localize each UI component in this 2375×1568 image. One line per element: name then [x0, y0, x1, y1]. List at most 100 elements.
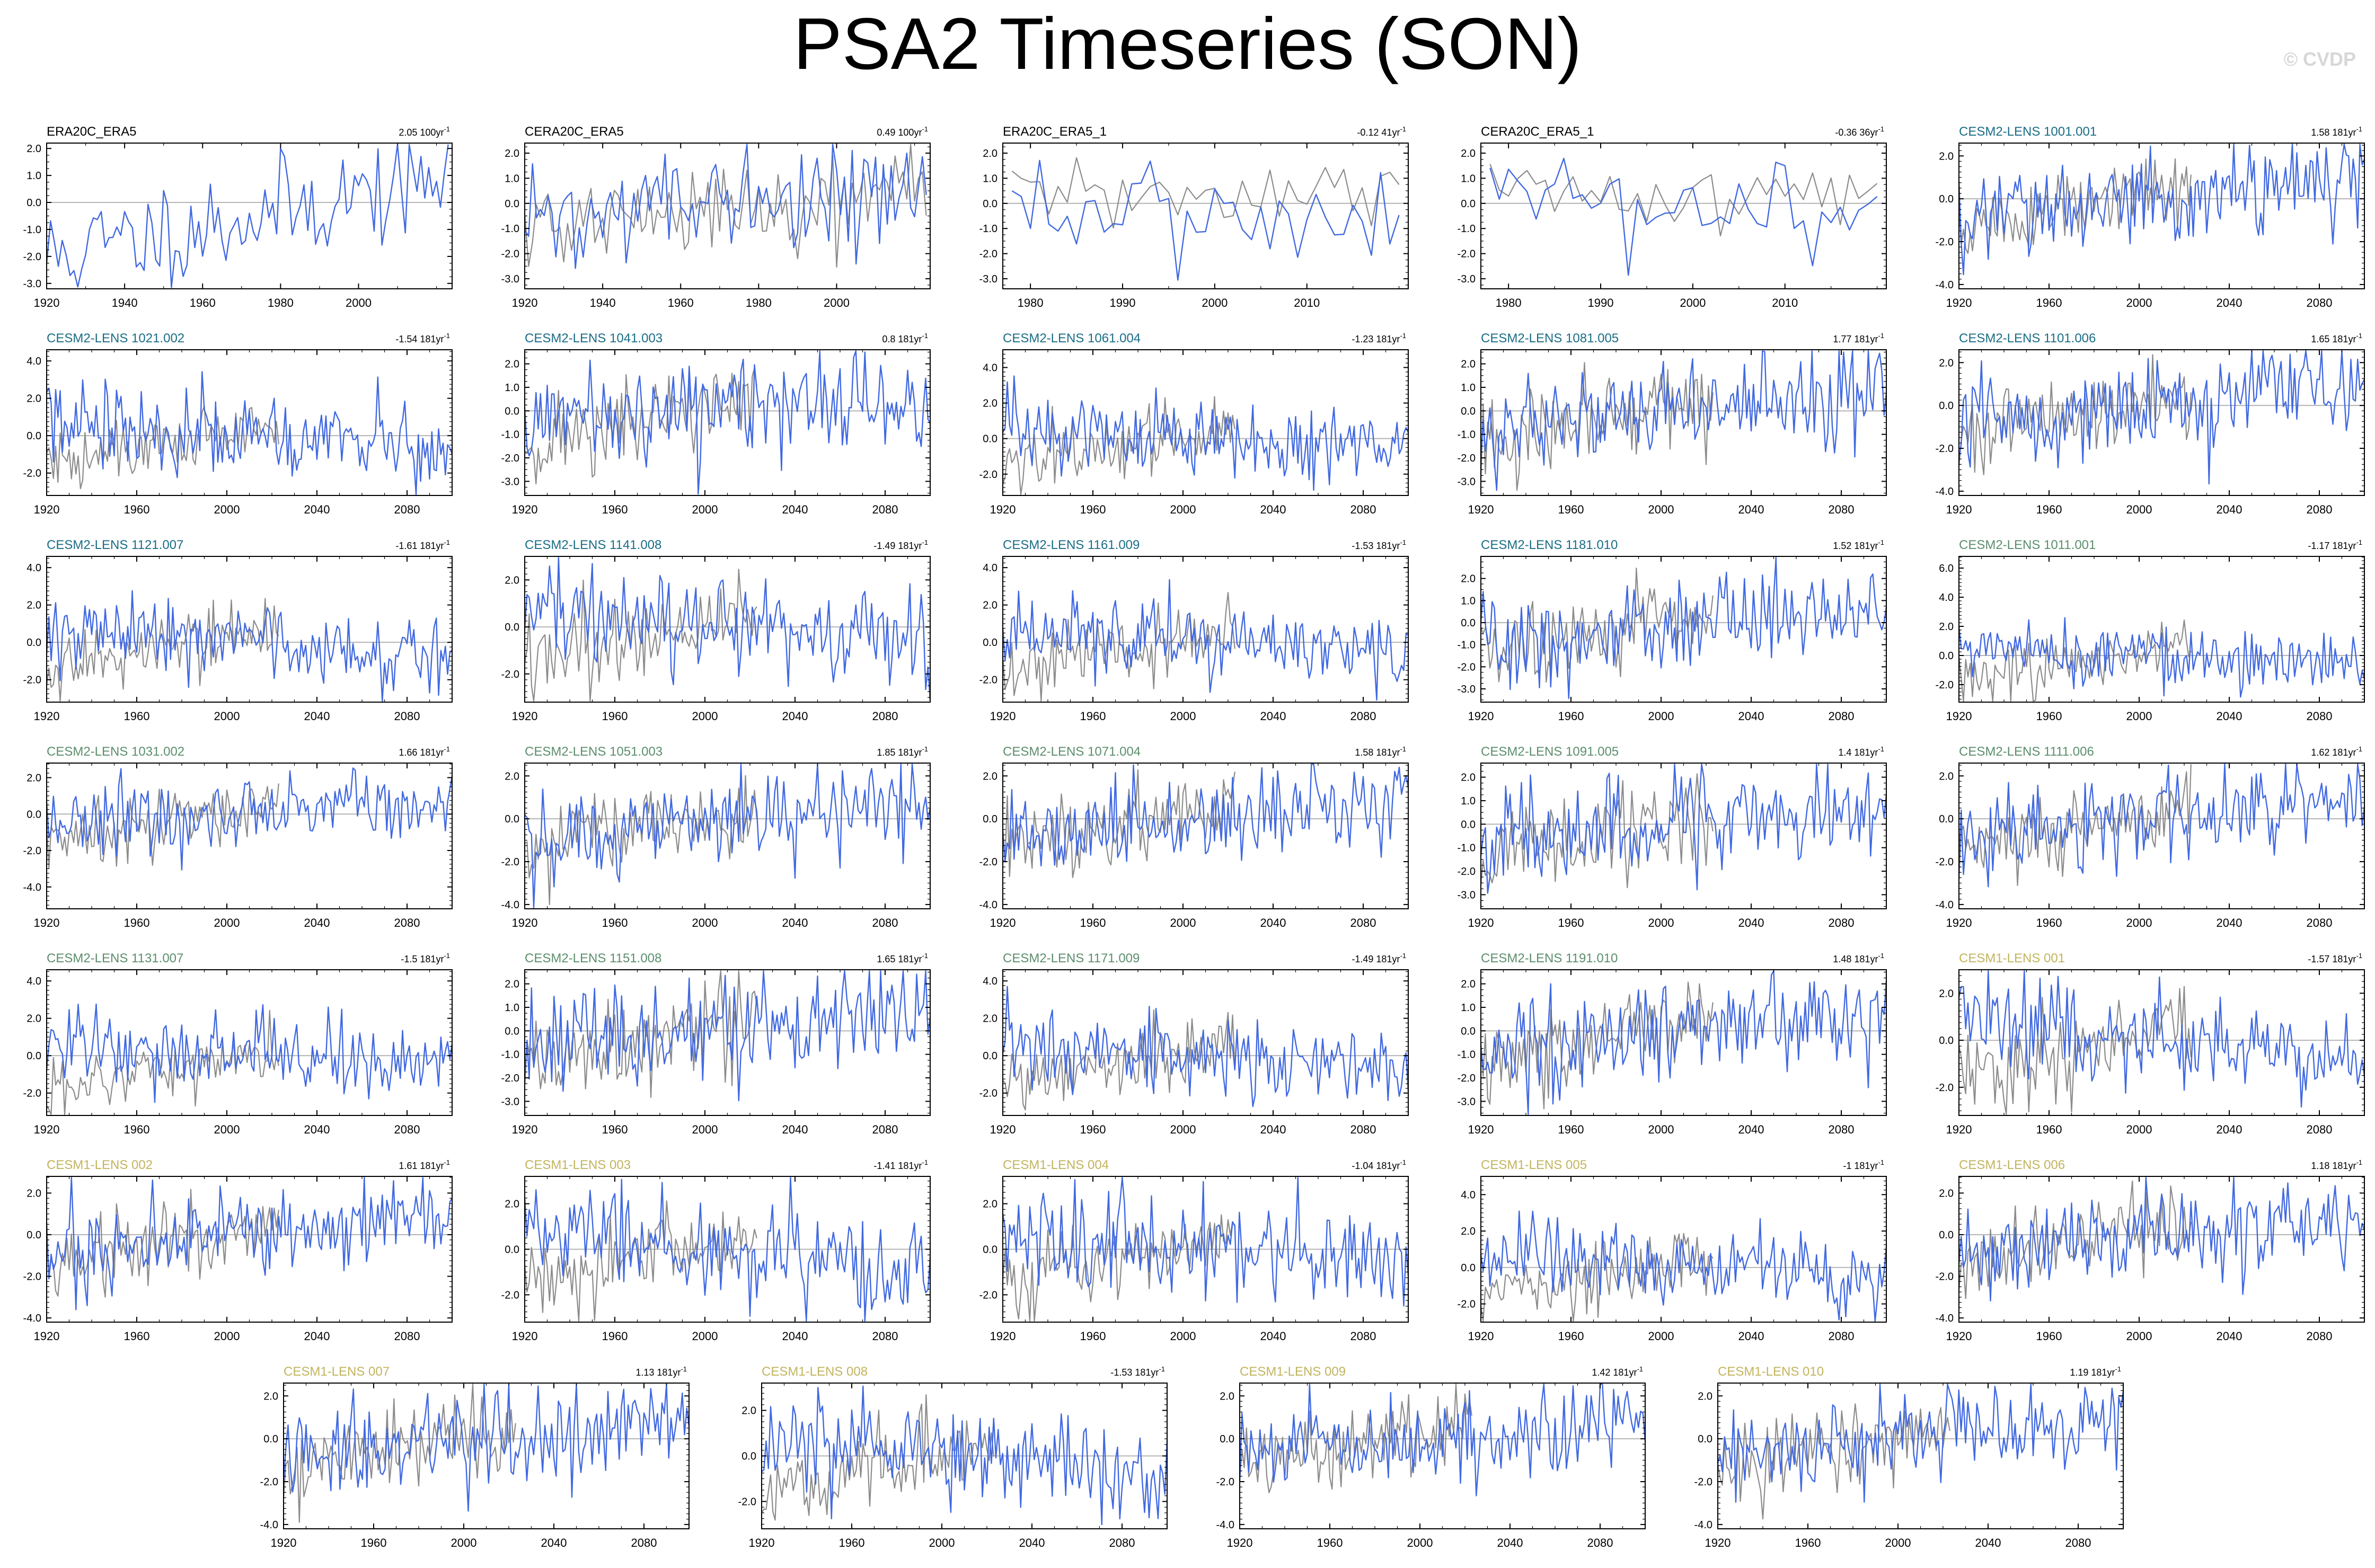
x-tick-label: 1920: [1946, 296, 1972, 309]
x-tick-label: 1960: [602, 916, 628, 929]
panel-title: CESM2-LENS 1051.003: [525, 745, 663, 759]
x-tick-label: 1960: [190, 296, 216, 309]
y-tick-label: 2.0: [1939, 1188, 1954, 1199]
x-tick-label: 2080: [2065, 1536, 2091, 1549]
y-tick-label: 0.0: [505, 622, 519, 633]
y-tick-label: 1.0: [505, 1002, 519, 1014]
panel-title: CESM1-LENS 005: [1481, 1158, 1587, 1172]
observed-series-line: [524, 144, 927, 268]
trend-label: -1.49 181yr-1: [1352, 952, 1406, 964]
y-tick-label: 2.0: [983, 398, 997, 410]
model-series-line: [1011, 160, 1400, 281]
x-tick-label: 2040: [1260, 503, 1286, 516]
chart-panel: CESM2-LENS 1141.008 -1.49 181yr-1 -2.0 0.0 2…: [501, 538, 931, 723]
x-tick-label: 1920: [749, 1536, 775, 1549]
y-tick-label: 0.0: [983, 1050, 997, 1062]
x-tick-label: 2080: [631, 1536, 657, 1549]
x-tick-label: 2040: [541, 1536, 567, 1549]
y-tick-label: -1.0: [979, 223, 997, 235]
y-tick-label: 0.0: [1461, 198, 1476, 210]
model-series-line: [1480, 556, 1887, 699]
y-tick-label: 0.0: [505, 198, 519, 210]
panel-title: CESM1-LENS 009: [1240, 1365, 1346, 1379]
panel-title: CESM2-LENS 1071.004: [1003, 745, 1141, 759]
y-tick-label: 2.0: [27, 600, 41, 612]
trend-label: -1.04 181yr-1: [1352, 1158, 1406, 1171]
y-tick-label: 2.0: [505, 359, 519, 370]
y-tick-label: 1.0: [1461, 795, 1476, 807]
y-tick-label: 2.0: [27, 143, 41, 155]
y-tick-label: 2.0: [1939, 150, 1954, 162]
x-tick-label: 2000: [824, 296, 850, 309]
y-tick-label: -2.0: [501, 249, 519, 260]
chart-panel: CESM2-LENS 1011.001 -1.17 181yr-1 -2.0 0.0 2…: [1936, 538, 2365, 723]
panel-title: CERA20C_ERA5_1: [1481, 125, 1594, 139]
x-tick-label: 1920: [990, 1330, 1016, 1343]
y-tick-label: -4.0: [23, 882, 41, 893]
x-tick-label: 2000: [451, 1536, 477, 1549]
y-tick-label: 0.0: [27, 1050, 41, 1062]
x-tick-label: 2040: [304, 710, 330, 723]
trend-label: -1.49 181yr-1: [873, 538, 928, 551]
y-tick-label: 4.0: [27, 356, 41, 367]
model-series-line: [1489, 157, 1878, 276]
model-series-line: [524, 763, 931, 909]
y-tick-label: -3.0: [501, 476, 519, 488]
y-tick-label: 2.0: [27, 1188, 41, 1199]
y-tick-label: 0.0: [983, 1244, 997, 1256]
x-tick-label: 1920: [34, 503, 60, 516]
observed-series-line: [1002, 396, 1235, 495]
figure-title: PSA2 Timeseries (SON): [793, 3, 1582, 85]
y-tick-label: 0.0: [27, 809, 41, 820]
trend-label: 1.42 181yr-1: [1592, 1365, 1643, 1378]
x-tick-label: 1920: [990, 1123, 1016, 1136]
panel-title: CESM2-LENS 1031.002: [47, 745, 184, 759]
y-tick-label: 2.0: [505, 979, 519, 990]
y-tick-label: 4.0: [1461, 1189, 1476, 1201]
panel-title: CESM1-LENS 001: [1959, 951, 2065, 965]
panel-frame: [46, 349, 453, 496]
trend-label: -1.53 181yr-1: [1352, 538, 1406, 551]
y-tick-label: -2.0: [501, 453, 519, 464]
x-tick-label: 1920: [990, 503, 1016, 516]
y-tick-label: 2.0: [1461, 979, 1476, 990]
x-tick-label: 1920: [1946, 1123, 1972, 1136]
x-tick-label: 2000: [692, 1123, 718, 1136]
x-tick-label: 2040: [1738, 1330, 1764, 1343]
model-series-line: [761, 1385, 1168, 1526]
x-tick-label: 2040: [1497, 1536, 1523, 1549]
panel-title: CESM1-LENS 006: [1959, 1158, 2065, 1172]
y-tick-label: -2.0: [23, 468, 41, 480]
x-tick-label: 2040: [1738, 1123, 1764, 1136]
x-tick-label: 1960: [839, 1536, 865, 1549]
panel-title: CESM1-LENS 004: [1003, 1158, 1109, 1172]
y-tick-label: -2.0: [501, 669, 519, 680]
observed-series-line: [1011, 157, 1400, 229]
x-tick-label: 2040: [2217, 503, 2242, 516]
y-tick-label: -2.0: [1458, 1073, 1476, 1084]
x-tick-label: 2000: [2126, 1330, 2152, 1343]
x-tick-label: 2000: [692, 1330, 718, 1343]
x-tick-label: 1960: [1317, 1536, 1343, 1549]
y-tick-label: 1.0: [1461, 1002, 1476, 1014]
y-tick-label: 2.0: [505, 1199, 519, 1210]
x-tick-label: 2080: [394, 1123, 420, 1136]
panel-title: ERA20C_ERA5: [47, 125, 136, 139]
model-series-line: [1002, 1176, 1409, 1307]
y-tick-label: -1.0: [501, 1049, 519, 1061]
x-tick-label: 2000: [2126, 710, 2152, 723]
x-tick-label: 1920: [1468, 710, 1494, 723]
y-tick-label: -2.0: [1458, 453, 1476, 464]
x-tick-label: 2040: [2217, 710, 2242, 723]
x-tick-label: 1920: [512, 1123, 538, 1136]
x-tick-label: 1960: [1558, 1330, 1584, 1343]
model-series-line: [1480, 970, 1887, 1115]
y-tick-label: 0.0: [27, 430, 41, 442]
panel-frame: [1717, 1383, 2124, 1529]
x-tick-label: 2040: [1260, 1330, 1286, 1343]
chart-panel: CESM2-LENS 1051.003 1.85 181yr-1 -4.0 -2.0 0…: [501, 745, 931, 929]
x-tick-label: 2000: [2126, 503, 2152, 516]
y-tick-label: -4.0: [260, 1519, 278, 1531]
y-tick-label: 0.0: [263, 1433, 278, 1445]
observed-series-line: [1002, 592, 1235, 702]
